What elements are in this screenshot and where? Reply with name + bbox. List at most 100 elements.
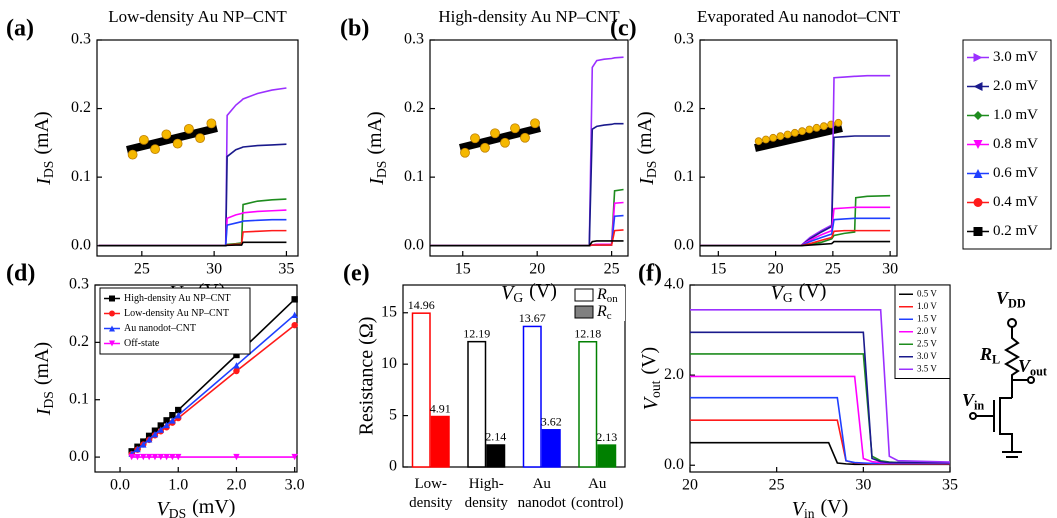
legend-label-symbol: R: [596, 286, 607, 303]
y-tick-label: 0.1: [69, 390, 89, 407]
y-axis-label: IDS (mA): [30, 342, 56, 416]
legend-entry: 2.0 V: [899, 326, 937, 336]
series-line: [98, 241, 287, 247]
x-tick-label: 20: [768, 261, 784, 278]
x-axis-label-unit: (V): [529, 279, 557, 301]
category-line: (control): [571, 495, 623, 511]
series-line: [690, 308, 951, 463]
circuit-diagram: [969, 318, 1035, 458]
panel: (c) Evaporated Au nanodot–CNT 0.0 0.1 0.2 0.3…: [610, 7, 1052, 305]
chart-title: High-density Au NP–CNT: [438, 7, 620, 26]
series-line: [430, 188, 624, 247]
x-axis-label-symbol: V: [792, 498, 807, 518]
series-line: [430, 122, 624, 247]
legend-entry: 2.5 V: [899, 338, 937, 348]
marker: [973, 227, 983, 236]
x-tick-label: 0.0: [110, 477, 130, 494]
nanoparticle: [776, 132, 785, 141]
value-label: 3.62: [541, 415, 562, 429]
legend-label: Rc: [596, 303, 612, 322]
x-tick-label: 30: [855, 477, 871, 494]
x-tick-label: Au nanodot: [518, 476, 567, 511]
marker: [233, 453, 240, 461]
y-tick-label: 0.1: [71, 168, 91, 185]
x-tick-label: High-density: [465, 476, 509, 511]
nanoparticle: [769, 133, 778, 142]
marker: [128, 453, 135, 461]
nanotube-illustration: [459, 124, 541, 152]
series-line: [430, 240, 624, 247]
nanoparticle: [172, 138, 183, 149]
marker: [163, 421, 170, 429]
y-axis-label: Vout (V): [637, 347, 663, 410]
output-label-symbol: V: [1018, 356, 1032, 376]
y-axis-label-symbol: I: [33, 177, 55, 186]
marker: [157, 422, 164, 429]
y-tick-label: 0.2: [71, 99, 91, 116]
y-axis-label: IDS (mA): [30, 111, 56, 185]
legend-label: 2.5 V: [917, 338, 937, 348]
y-axis-label: Resistance (Ω): [356, 317, 378, 436]
bar: [578, 341, 598, 468]
marker: [157, 453, 164, 461]
nanoparticle: [530, 118, 540, 129]
series-line: [700, 229, 891, 247]
x-axis-label-symbol: V: [771, 282, 786, 304]
x-tick-label: 25: [134, 261, 150, 278]
transistor-channel: [999, 397, 1013, 452]
panel-label: (c): [610, 16, 637, 42]
legend-label: 3.5 V: [917, 363, 937, 373]
nanoparticle: [138, 134, 149, 145]
marker: [109, 340, 115, 347]
nanoparticle: [790, 128, 799, 137]
marker: [973, 111, 983, 120]
y-axis-label-symbol: I: [366, 177, 388, 186]
x-tick-label: 35: [942, 477, 958, 494]
plot-frame: [429, 39, 629, 257]
resistor-label-symbol: R: [979, 344, 992, 364]
series-line: [700, 217, 891, 247]
nanoparticle: [150, 144, 161, 155]
marker: [175, 412, 182, 419]
legend-entry: 3.5 V: [899, 363, 937, 373]
value-label: 14.96: [408, 298, 435, 312]
x-tick-label: 35: [278, 261, 294, 278]
bar: [430, 415, 450, 468]
nanoparticle: [470, 133, 480, 144]
value-label: 12.19: [463, 326, 490, 340]
resistor-label: RL: [979, 344, 1000, 366]
y-axis-label-subscript: out: [648, 380, 663, 398]
legend-label: 2.0 V: [917, 326, 937, 336]
marker: [973, 53, 983, 62]
y-axis-label-symbol: I: [636, 177, 658, 186]
series-line: [430, 201, 624, 247]
nanoparticle: [183, 123, 194, 134]
series-line: [98, 229, 287, 247]
nanoparticle: [819, 122, 828, 131]
y-axis-label-unit: (mA): [633, 111, 655, 154]
input-label: Vin: [962, 390, 984, 412]
value-label: 4.91: [430, 401, 451, 415]
y-axis-label: IDS (mA): [633, 111, 659, 185]
nanoparticle: [500, 137, 510, 148]
legend-label: 0.8 mV: [993, 136, 1038, 152]
x-axis-label: Vin (V): [792, 495, 849, 518]
marker: [151, 453, 159, 461]
legend-entry: 3.0 V: [899, 351, 937, 361]
marker: [233, 367, 240, 375]
series-line: [98, 218, 287, 247]
legend-entry: 0.8 mV: [967, 136, 1038, 152]
legend-label: Ron: [596, 286, 618, 305]
y-axis-label-subscript: DS: [41, 391, 56, 408]
panel-label: (f): [638, 261, 662, 287]
category-line: density: [465, 495, 509, 511]
y-tick-label: 0.0: [664, 456, 684, 473]
x-tick-label: 25: [604, 261, 620, 278]
series-line: [98, 143, 287, 247]
legend-entry: 0.2 mV: [967, 223, 1038, 239]
category-line: density: [409, 495, 453, 511]
marker: [291, 321, 298, 329]
x-axis-label-symbol: V: [501, 282, 516, 304]
series-line: [98, 198, 287, 247]
